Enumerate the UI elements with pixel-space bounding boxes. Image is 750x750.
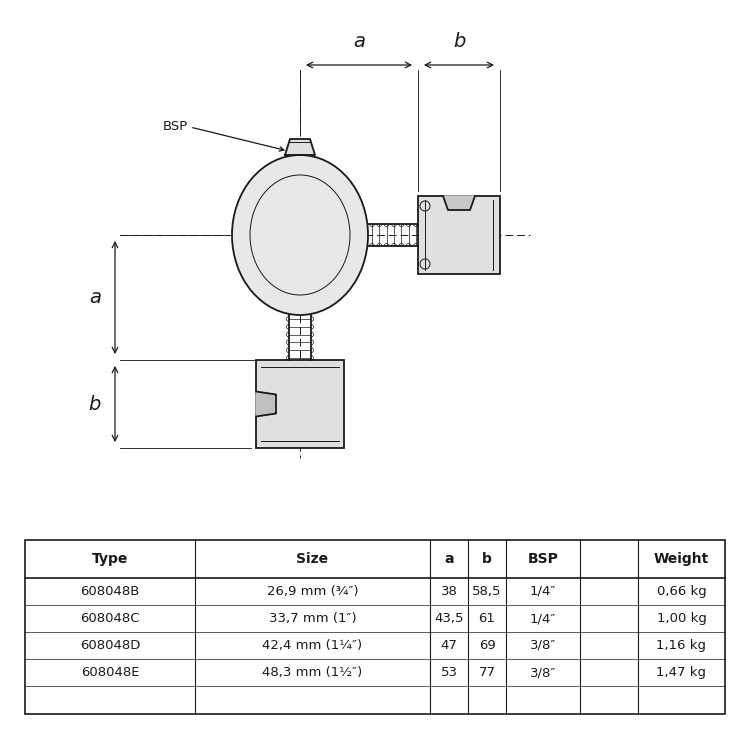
Text: 0,66 kg: 0,66 kg [657, 585, 706, 598]
Text: Weight: Weight [654, 552, 710, 566]
Text: 608048B: 608048B [80, 585, 140, 598]
Polygon shape [256, 392, 276, 416]
Text: 1,00 kg: 1,00 kg [656, 612, 706, 625]
Text: 608048C: 608048C [80, 612, 140, 625]
Ellipse shape [232, 155, 368, 315]
Text: 1/4″: 1/4″ [530, 612, 556, 625]
Text: 48,3 mm (1½″): 48,3 mm (1½″) [262, 666, 363, 679]
Text: 608048D: 608048D [80, 639, 140, 652]
Text: a: a [444, 552, 454, 566]
Text: 3/8″: 3/8″ [530, 666, 556, 679]
Text: 38: 38 [440, 585, 458, 598]
Text: 3/8″: 3/8″ [530, 639, 556, 652]
Bar [25, 540, 725, 714]
Bar [256, 360, 344, 448]
Text: 69: 69 [478, 639, 495, 652]
Text: 608048E: 608048E [81, 666, 140, 679]
Text: BSP: BSP [527, 552, 559, 566]
Text: a: a [89, 288, 101, 307]
Text: b: b [453, 32, 465, 51]
Bar [418, 196, 500, 274]
Text: b: b [88, 394, 101, 413]
Text: 53: 53 [440, 666, 458, 679]
Text: BSP: BSP [163, 121, 188, 134]
Text: 1,16 kg: 1,16 kg [656, 639, 706, 652]
Text: 58,5: 58,5 [472, 585, 502, 598]
Text: 77: 77 [478, 666, 496, 679]
Polygon shape [443, 196, 475, 210]
Text: Type: Type [92, 552, 128, 566]
Text: a: a [353, 32, 365, 51]
Text: Size: Size [296, 552, 328, 566]
Text: 61: 61 [478, 612, 496, 625]
Polygon shape [285, 139, 315, 155]
Text: b: b [482, 552, 492, 566]
Text: 26,9 mm (¾″): 26,9 mm (¾″) [267, 585, 358, 598]
Text: 33,7 mm (1″): 33,7 mm (1″) [268, 612, 356, 625]
Text: 47: 47 [440, 639, 458, 652]
Text: 42,4 mm (1¼″): 42,4 mm (1¼″) [262, 639, 362, 652]
Text: 43,5: 43,5 [434, 612, 463, 625]
Text: 1,47 kg: 1,47 kg [656, 666, 706, 679]
Text: 1/4″: 1/4″ [530, 585, 556, 598]
